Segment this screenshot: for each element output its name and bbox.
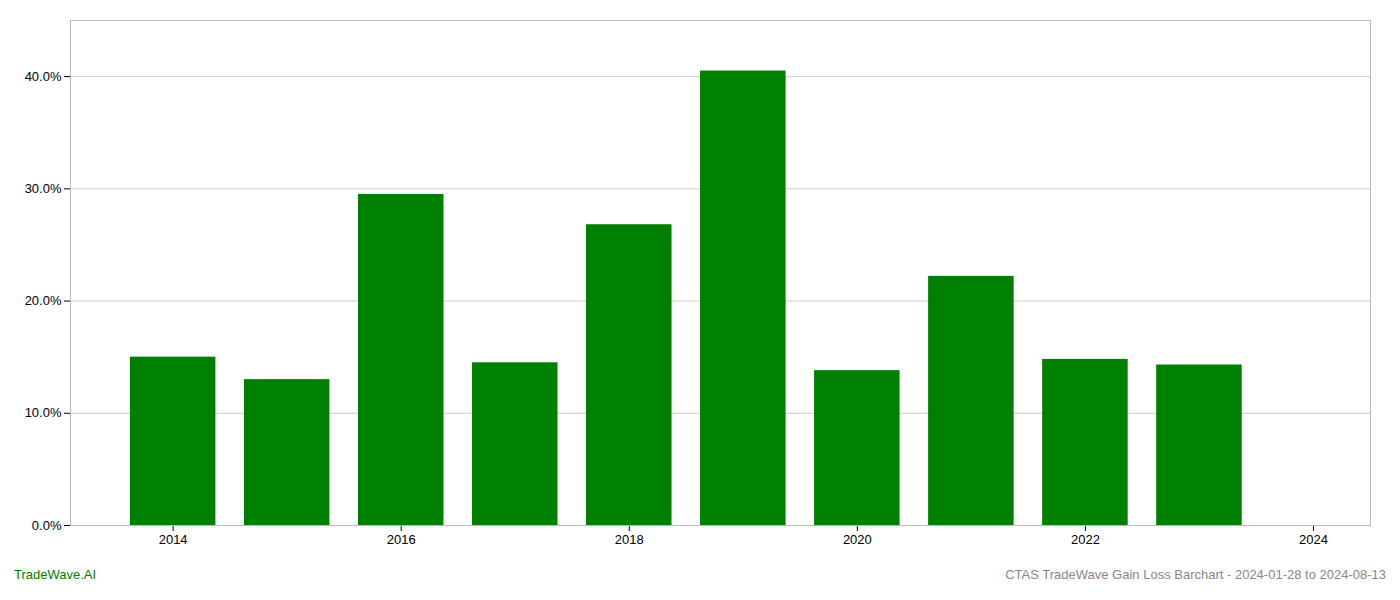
svg-text:2016: 2016 <box>387 532 416 547</box>
svg-text:20.0%: 20.0% <box>25 293 62 308</box>
svg-text:2022: 2022 <box>1071 532 1100 547</box>
svg-text:10.0%: 10.0% <box>25 405 62 420</box>
svg-text:0.0%: 0.0% <box>32 518 62 533</box>
svg-text:2024: 2024 <box>1299 532 1328 547</box>
svg-text:2020: 2020 <box>843 532 872 547</box>
svg-text:2018: 2018 <box>615 532 644 547</box>
svg-text:40.0%: 40.0% <box>25 69 62 84</box>
html-text:CTAS TradeWave Gain Loss Barch: CTAS TradeWave Gain Loss Barchart - 2024… <box>1005 567 1386 582</box>
svg-text:2014: 2014 <box>159 532 188 547</box>
svg-text:30.0%: 30.0% <box>25 181 62 196</box>
html-text:TradeWave.AI: TradeWave.AI <box>14 567 97 582</box>
